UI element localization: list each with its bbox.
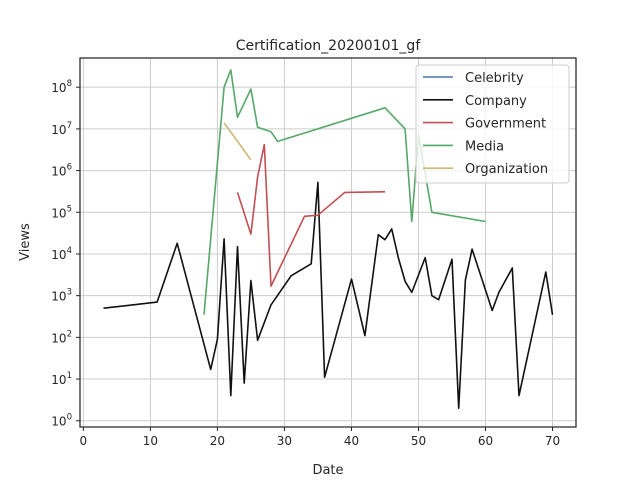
chart-title: Certification_20200101_gf <box>236 38 422 54</box>
legend-label-organization: Organization <box>465 162 548 177</box>
x-tick-label: 40 <box>344 434 359 448</box>
x-tick-label: 0 <box>80 434 88 448</box>
legend-label-government: Government <box>465 117 546 132</box>
x-axis-title: Date <box>312 463 343 478</box>
y-tick-label: 107 <box>51 121 72 137</box>
y-tick-label: 101 <box>51 371 72 387</box>
axis-ticks: 0 10 20 30 40 50 60 70 100 101 102 103 104 105 106 107 1… <box>51 79 560 448</box>
y-tick-label: 100 <box>51 413 72 429</box>
series-line-government <box>236 143 386 287</box>
y-tick-label: 108 <box>51 79 72 95</box>
legend-label-company: Company <box>465 94 527 109</box>
x-tick-label: 30 <box>277 434 292 448</box>
y-tick-label: 103 <box>51 288 72 304</box>
series-line-organization <box>223 122 252 161</box>
y-tick-label: 102 <box>51 329 72 345</box>
x-tick-label: 50 <box>411 434 426 448</box>
x-tick-label: 70 <box>545 434 560 448</box>
y-tick-label: 105 <box>51 204 72 220</box>
legend-label-celebrity: Celebrity <box>465 71 524 86</box>
x-tick-label: 10 <box>143 434 158 448</box>
y-tick-label: 106 <box>51 163 72 179</box>
legend-label-media: Media <box>465 139 504 154</box>
legend-box <box>415 64 570 184</box>
y-tick-label: 104 <box>51 246 72 262</box>
plot-frame <box>79 57 577 428</box>
y-axis-title: Views <box>18 223 33 261</box>
legend: Celebrity Company Government Media Organizat… <box>415 64 570 184</box>
x-tick-label: 60 <box>478 434 493 448</box>
x-tick-label: 20 <box>210 434 225 448</box>
series-line-company <box>103 181 554 410</box>
